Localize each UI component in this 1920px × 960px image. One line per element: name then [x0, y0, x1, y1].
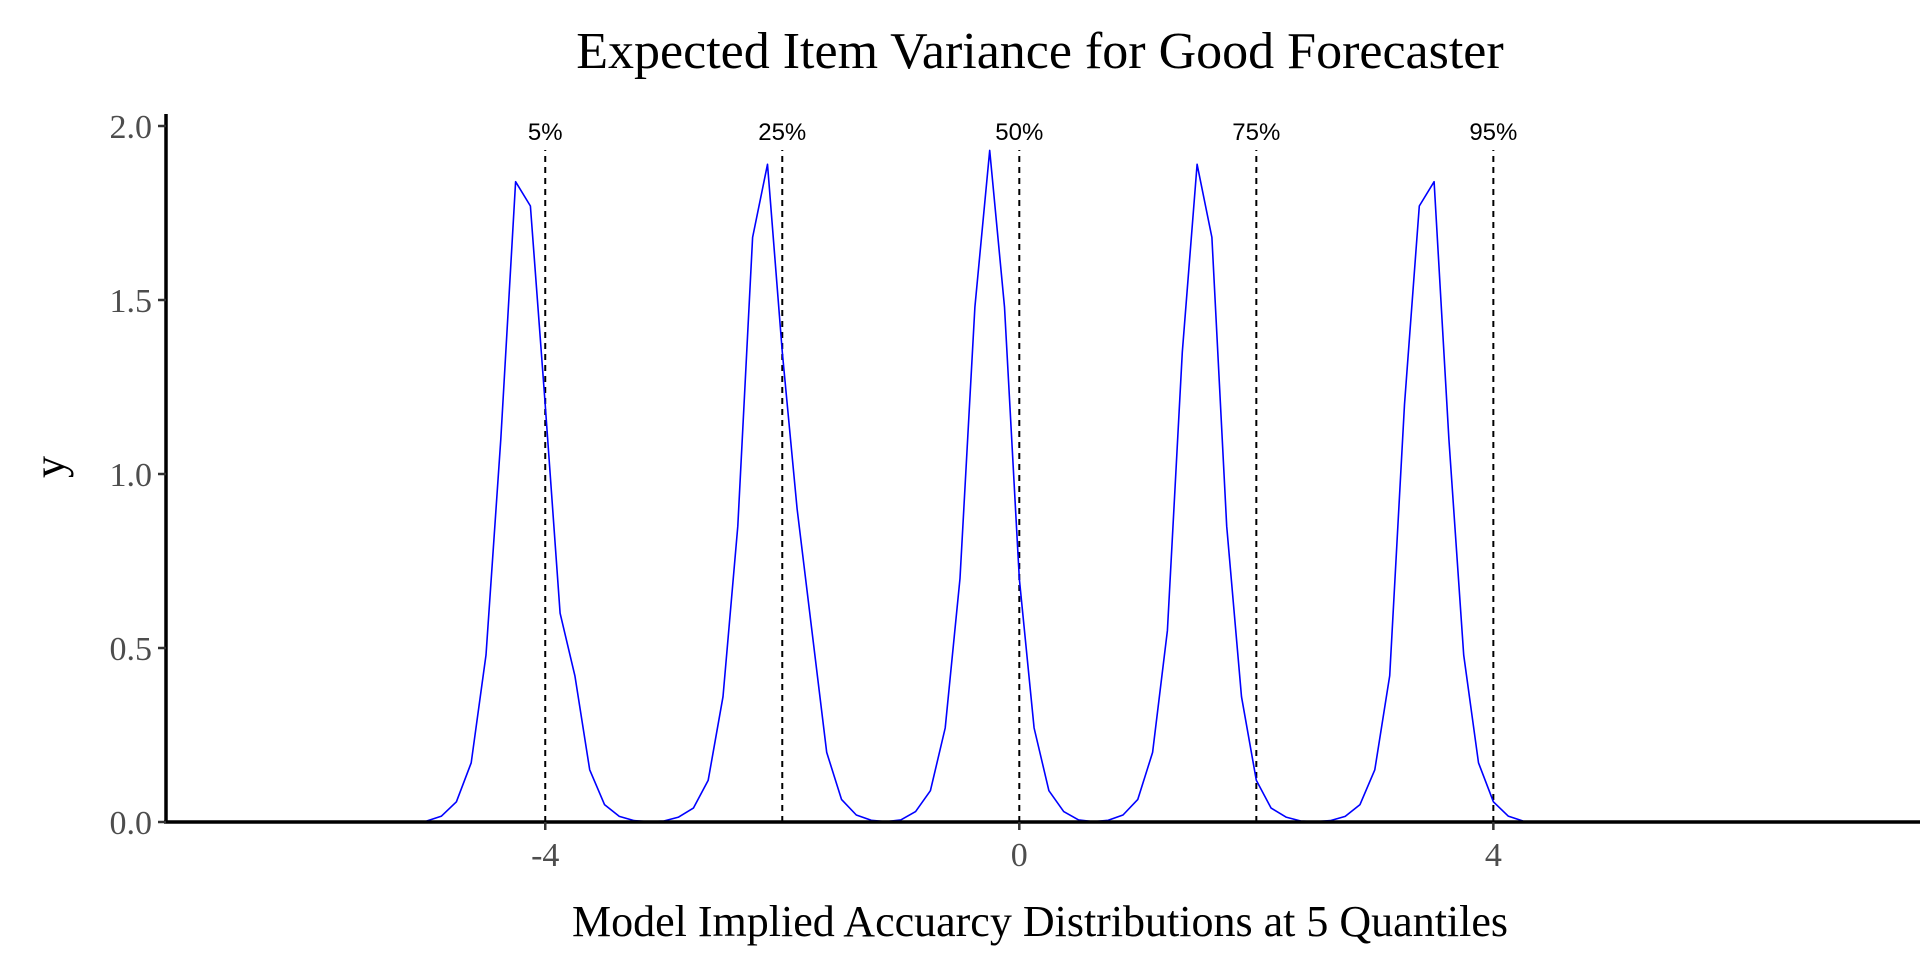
x-tick-label-2: 4: [1485, 837, 1502, 874]
x-tick-label-0: -4: [531, 837, 559, 874]
y-tick-label-4: 2.0: [110, 109, 153, 146]
x-axis-label: Model Implied Accuarcy Distributions at …: [572, 897, 1508, 946]
y-ticks: 0.0 0.5 1.0 1.5 2.0: [110, 109, 166, 842]
y-tick-label-2: 1.0: [110, 457, 153, 494]
series-line-0: [426, 149, 1524, 823]
axes: [164, 114, 1920, 824]
y-tick-label-0: 0.0: [110, 805, 153, 842]
x-ticks: -4 0 4: [531, 822, 1502, 874]
x-tick-label-1: 0: [1011, 837, 1028, 874]
y-tick-label-1: 0.5: [110, 631, 153, 668]
quantile-label-0: 5%: [528, 119, 563, 146]
series-group: [426, 149, 1524, 823]
chart-title: Expected Item Variance for Good Forecast…: [576, 23, 1503, 80]
quantile-label-1: 25%: [758, 119, 806, 146]
y-tick-label-3: 1.5: [110, 283, 153, 320]
quantile-lines: 5% 25% 50% 75% 95%: [528, 119, 1517, 822]
quantile-label-3: 75%: [1232, 119, 1280, 146]
y-axis-label: y: [25, 456, 74, 478]
quantile-label-4: 95%: [1469, 119, 1517, 146]
quantile-label-2: 50%: [995, 119, 1043, 146]
